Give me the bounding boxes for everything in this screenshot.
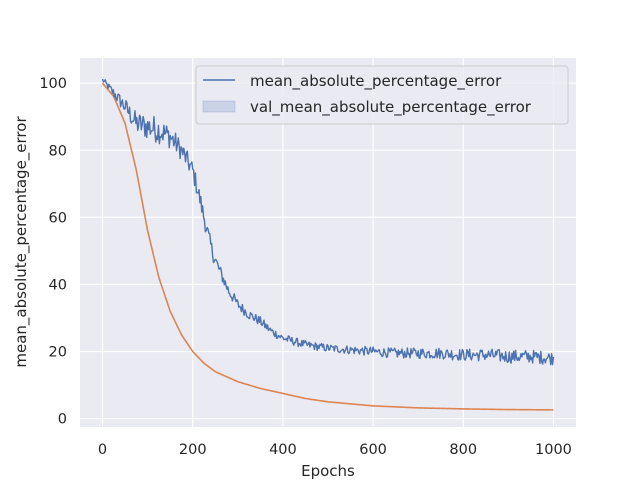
x-tick-label: 200 xyxy=(179,442,207,458)
train-series-line xyxy=(101,78,555,366)
y-axis-label: mean_absolute_percentage_error xyxy=(12,116,31,368)
x-tick-label: 1000 xyxy=(535,442,572,458)
y-tick-labels: 0 20 40 60 80 100 xyxy=(39,76,67,427)
legend: mean_absolute_percentage_error val_mean_… xyxy=(195,65,569,125)
y-tick-label: 0 xyxy=(58,412,67,428)
x-tick-label: 800 xyxy=(449,442,477,458)
y-tick-label: 40 xyxy=(49,277,67,293)
legend-frame xyxy=(195,65,569,125)
legend-label-val: val_mean_absolute_percentage_error xyxy=(250,98,532,117)
y-tick-label: 60 xyxy=(49,210,67,226)
x-tick-label: 600 xyxy=(359,442,387,458)
x-axis-label: Epochs xyxy=(301,462,355,480)
y-tick-label: 80 xyxy=(49,143,67,159)
series-layer xyxy=(101,78,555,411)
x-tick-label: 0 xyxy=(98,442,107,458)
legend-swatch-val xyxy=(202,100,236,113)
val-series-line xyxy=(101,82,554,411)
x-tick-labels: 0 200 400 600 800 1000 xyxy=(98,442,572,458)
legend-label-train: mean_absolute_percentage_error xyxy=(250,72,502,91)
x-tick-label: 400 xyxy=(269,442,297,458)
y-tick-label: 100 xyxy=(39,76,67,92)
y-tick-label: 20 xyxy=(49,345,67,361)
